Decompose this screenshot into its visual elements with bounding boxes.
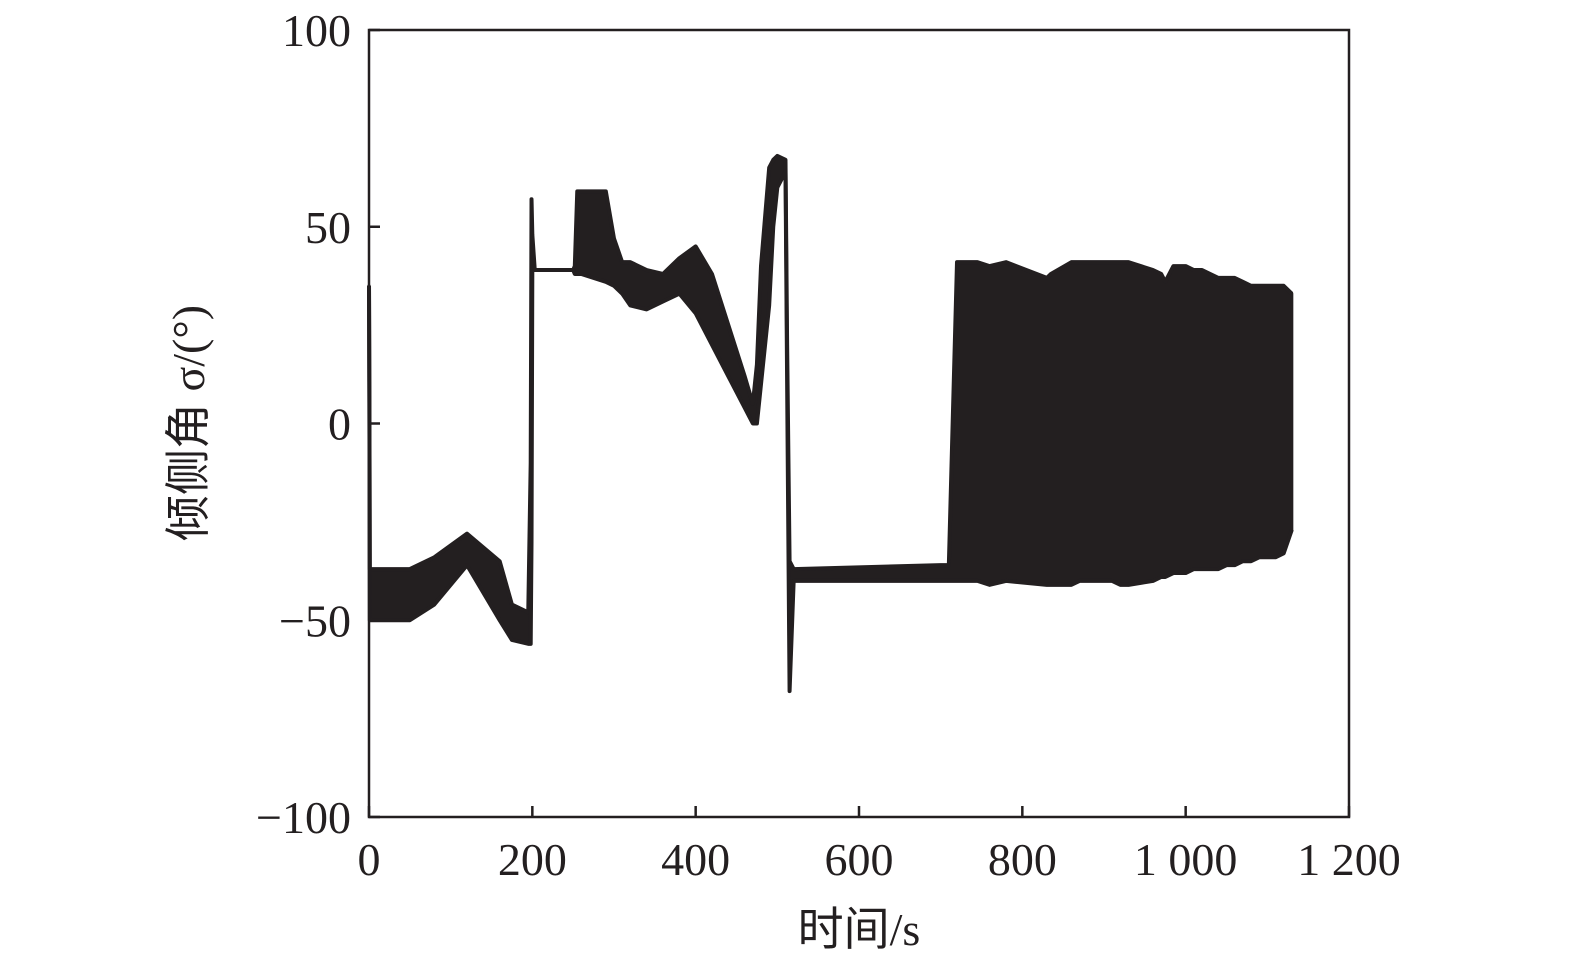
axis-ticks: 0 200 400 600 800 1 000 1 200 −100 −50 0 50 100	[256, 5, 1401, 885]
x-tick-label: 200	[498, 834, 567, 885]
y-axis-label: 倾侧角 σ/(°)	[163, 305, 214, 541]
y-tick-label: 100	[282, 5, 351, 56]
x-tick-label: 600	[825, 834, 894, 885]
y-tick-label: 50	[305, 202, 351, 253]
y-tick-label: −100	[256, 792, 351, 843]
x-tick-label: 0	[358, 834, 381, 885]
x-tick-label: 400	[661, 834, 730, 885]
y-tick-label: −50	[279, 595, 351, 646]
plot-area	[367, 153, 1294, 694]
series-band-0	[367, 154, 1294, 693]
y-tick-label: 0	[328, 399, 351, 450]
series-lower-envelope-0	[367, 169, 1294, 694]
x-tick-label: 1 000	[1134, 834, 1238, 885]
x-tick-label: 800	[988, 834, 1057, 885]
x-tick-label: 1 200	[1297, 834, 1401, 885]
series-upper-envelope-0	[367, 153, 1294, 615]
x-axis-label: 时间/s	[798, 904, 921, 955]
